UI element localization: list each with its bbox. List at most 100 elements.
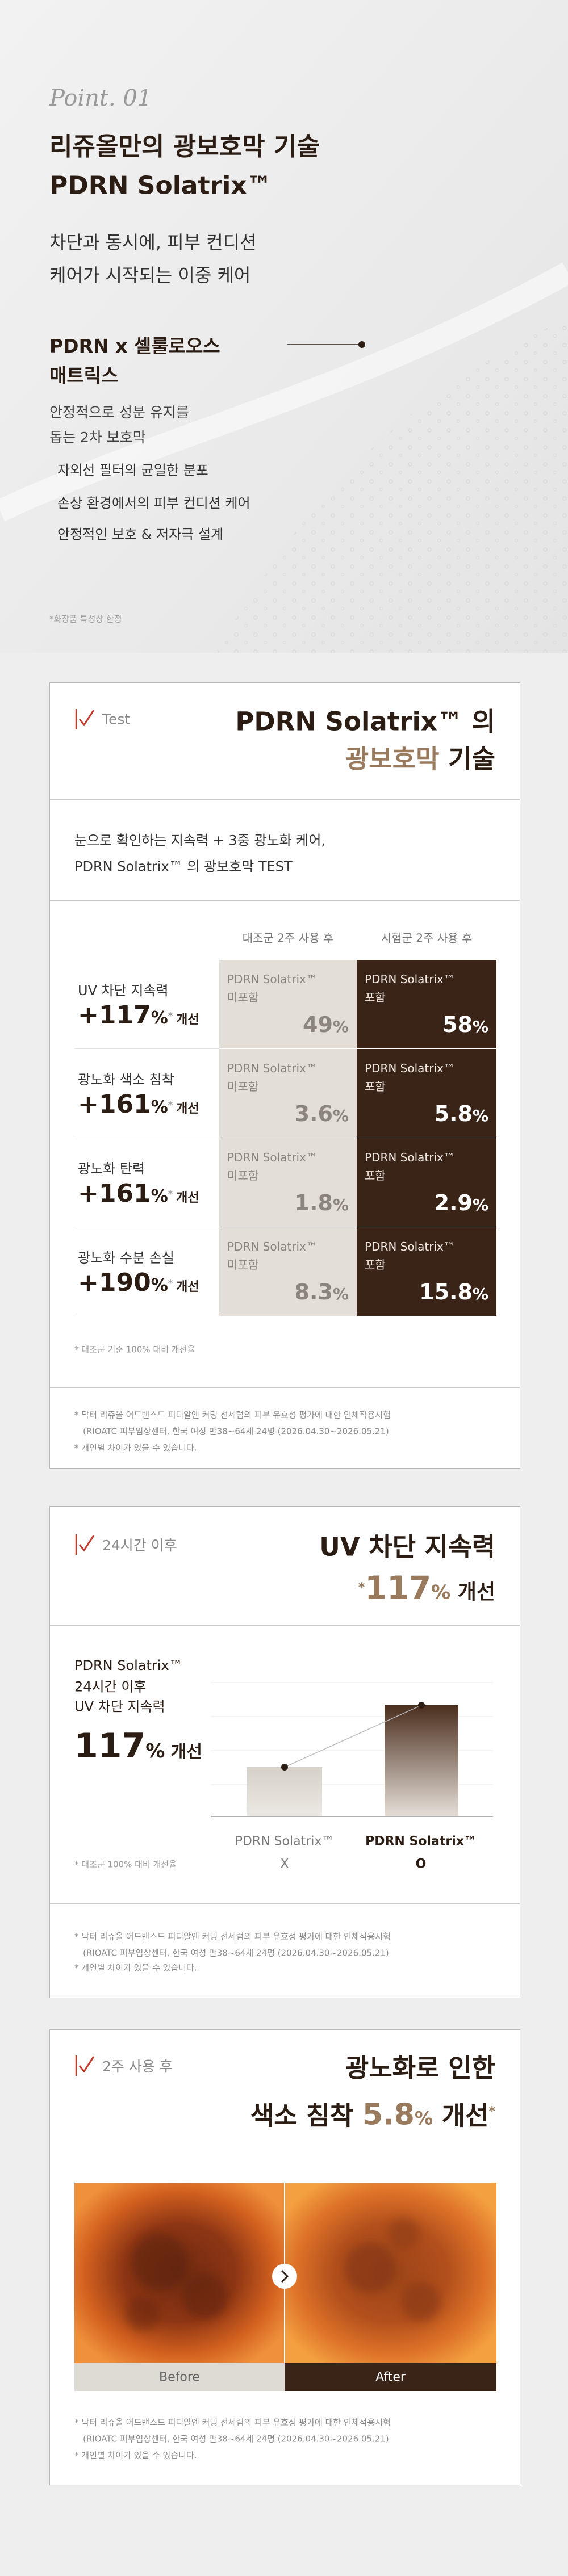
improvement-unit: % xyxy=(151,1276,168,1295)
row-improvement: +161%* 개선 xyxy=(78,1090,199,1119)
cell-result: 8.3% xyxy=(295,1279,349,1304)
before-label: Before xyxy=(159,2370,200,2385)
card-title: 광보호막 기술 xyxy=(345,739,495,775)
divider xyxy=(50,1903,520,1904)
left-text: PDRN Solatrix™ xyxy=(74,1658,183,1673)
cell-name: PDRN Solatrix™ xyxy=(227,1240,318,1253)
after-label: After xyxy=(375,2370,406,2385)
cell-unit: % xyxy=(472,1106,488,1125)
big-result: 117% 개선 xyxy=(74,1726,202,1766)
row-improvement: +190%* 개선 xyxy=(78,1268,199,1297)
cell-value: 15.8 xyxy=(419,1279,473,1304)
feature-title: PDRN x 셀룰로오스 xyxy=(49,335,220,357)
feature-line xyxy=(287,341,365,348)
row-label: 광노화 수분 손실 xyxy=(78,1250,174,1266)
card-tag: 24시간 이후 xyxy=(102,1537,177,1554)
point-label: Point. 01 xyxy=(49,85,152,111)
card-title: 색소 침착 5.8% 개선* xyxy=(250,2095,495,2132)
check-icon xyxy=(75,2055,95,2076)
footnote: * 닥터 리쥬올 어드밴스드 피디알엔 커밍 선세럼의 피부 유효성 평가에 대… xyxy=(74,1931,391,1942)
column-header: 대조군 2주 사용 후 xyxy=(242,931,334,945)
row-label-cell: 광노화 수분 손실 +190%* 개선 xyxy=(74,1227,219,1316)
cell-result: 3.6% xyxy=(295,1101,349,1126)
cell-status: 포함 xyxy=(365,1169,386,1182)
cell-unit: % xyxy=(332,1285,349,1303)
cell-unit: % xyxy=(472,1017,488,1036)
title-rest: 기술 xyxy=(448,744,495,774)
improvement-unit: % xyxy=(151,1097,168,1117)
title-value: 5.8 xyxy=(362,2097,415,2132)
feature-bullet: 안정적인 보호 & 저자극 설계 xyxy=(57,526,224,543)
feature-title: 매트릭스 xyxy=(49,364,119,387)
hero-note: *화장품 특성상 한정 xyxy=(49,614,122,624)
headline-mark: * xyxy=(358,1580,365,1595)
card-tag: Test xyxy=(102,711,131,728)
hero-title: 리쥬올만의 광보호막 기술 xyxy=(49,132,320,161)
bar-label: PDRN Solatrix™ xyxy=(235,1834,335,1849)
footnote: * 닥터 리쥬올 어드밴스드 피디알엔 커밍 선세럼의 피부 유효성 평가에 대… xyxy=(74,1409,391,1420)
bar-illustration xyxy=(211,1682,493,1817)
row-improvement: +161%* 개선 xyxy=(78,1179,199,1208)
title-highlight: 광보호막 xyxy=(345,744,440,774)
cell-status: 미포함 xyxy=(227,1080,259,1093)
title-mark: * xyxy=(488,2104,495,2119)
footnote: (RIOATC 피부임상센터, 한국 여성 만38~64세 24명 (2026.… xyxy=(83,1948,389,1958)
title-prefix: 색소 침착 xyxy=(250,2100,354,2131)
row-label: 광노화 색소 침착 xyxy=(78,1072,174,1088)
footnote: * 개인별 차이가 있을 수 있습니다. xyxy=(74,1962,197,1973)
title-unit: % xyxy=(414,2107,433,2129)
table-note: * 대조군 기준 100% 대비 개선율 xyxy=(74,1344,195,1355)
control-cell: PDRN Solatrix™ 미포함 3.6% xyxy=(219,1049,357,1138)
improvement-mark: * xyxy=(168,1188,173,1199)
test-cell: PDRN Solatrix™ 포함 2.9% xyxy=(357,1138,496,1227)
before-label-bar xyxy=(74,2363,285,2391)
left-text: UV 차단 지속력 xyxy=(74,1698,165,1715)
cell-result: 58% xyxy=(442,1012,488,1037)
bar-label: O xyxy=(415,1857,427,1872)
improvement-mark: * xyxy=(168,1099,173,1110)
card-title: UV 차단 지속력 xyxy=(319,1532,495,1562)
cell-value: 5.8 xyxy=(434,1101,473,1126)
cell-result: 1.8% xyxy=(295,1190,349,1215)
improvement-value: +161 xyxy=(78,1179,151,1208)
row-label-cell: 광노화 탄력 +161%* 개선 xyxy=(74,1138,219,1227)
cell-status: 미포함 xyxy=(227,991,259,1004)
cell-name: PDRN Solatrix™ xyxy=(365,1240,455,1253)
cell-status: 미포함 xyxy=(227,1258,259,1272)
after-label-bar xyxy=(285,2363,496,2391)
card-title: 광노화로 인한 xyxy=(345,2053,495,2083)
cell-name: PDRN Solatrix™ xyxy=(365,1062,455,1075)
divider xyxy=(50,1387,520,1388)
feature-bullet: 자외선 필터의 균일한 분포 xyxy=(57,462,208,479)
title-suffix: 개선 xyxy=(441,2100,489,2131)
hero-title: PDRN Solatrix™ xyxy=(49,171,272,200)
improvement-mark: * xyxy=(168,1277,173,1289)
cell-name: PDRN Solatrix™ xyxy=(227,972,318,986)
cell-result: 2.9% xyxy=(435,1190,488,1215)
headline-suffix: 개선 xyxy=(457,1580,495,1604)
comparison-table: UV 차단 지속력 +117%* 개선 PDRN Solatrix™ 미포함 49% PDR… xyxy=(74,960,496,1316)
improvement-suffix: 개선 xyxy=(176,1013,199,1027)
cell-value: 2.9 xyxy=(434,1190,473,1215)
row-label-cell: 광노화 색소 침착 +161%* 개선 xyxy=(74,1049,219,1138)
bar-label: X xyxy=(280,1857,289,1872)
card-title: PDRN Solatrix™ 의 xyxy=(235,706,495,737)
card-tag: 2주 사용 후 xyxy=(102,2058,173,2075)
improvement-suffix: 개선 xyxy=(176,1280,199,1294)
intro-text: PDRN Solatrix™ 의 광보호막 TEST xyxy=(74,858,293,875)
control-cell: PDRN Solatrix™ 미포함 1.8% xyxy=(219,1138,357,1227)
test-cell: PDRN Solatrix™ 포함 58% xyxy=(357,960,496,1049)
cell-name: PDRN Solatrix™ xyxy=(227,1151,318,1164)
test-card: Test PDRN Solatrix™ 의 광보호막 기술 눈으로 확인하는 지… xyxy=(49,682,520,1469)
cell-value: 58 xyxy=(442,1012,473,1037)
row-label-cell: UV 차단 지속력 +117%* 개선 xyxy=(74,960,219,1049)
footnote: * 개인별 차이가 있을 수 있습니다. xyxy=(74,2450,197,2461)
test-cell: PDRN Solatrix™ 포함 15.8% xyxy=(357,1227,496,1316)
divider xyxy=(50,1625,520,1626)
footnote: (RIOATC 피부임상센터, 한국 여성 만38~64세 24명 (2026.… xyxy=(83,1426,389,1437)
cell-unit: % xyxy=(472,1285,488,1303)
footnote: (RIOATC 피부임상센터, 한국 여성 만38~64세 24명 (2026.… xyxy=(83,2434,389,2444)
divider xyxy=(50,900,520,901)
control-cell: PDRN Solatrix™ 미포함 8.3% xyxy=(219,1227,357,1316)
